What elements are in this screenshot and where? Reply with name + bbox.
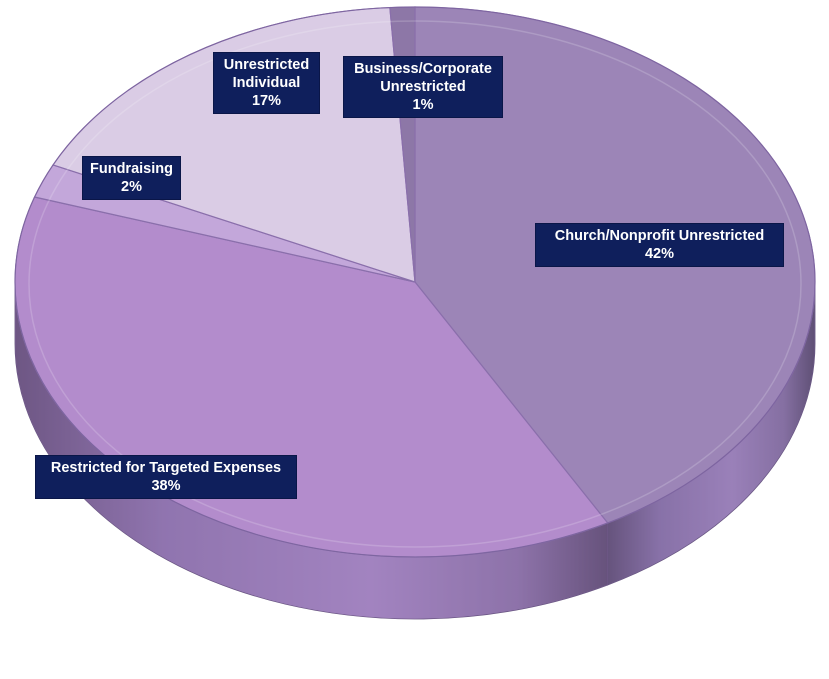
slice-label-unrestricted-individual: Unrestricted Individual 17% [213, 52, 320, 114]
slice-percent: 2% [121, 179, 142, 195]
pie-slice-edges [14, 6, 816, 558]
slice-name: Church/Nonprofit Unrestricted [554, 228, 765, 244]
slice-name: Unrestricted Individual [223, 57, 310, 91]
slice-label-fundraising: Fundraising 2% [82, 156, 181, 200]
slice-percent: 17% [251, 93, 282, 109]
slice-name: Restricted for Targeted Expenses [50, 460, 282, 476]
pie-rim-highlight [28, 20, 802, 548]
slice-name: Business/Corporate Unrestricted [354, 61, 492, 95]
slice-percent: 42% [644, 246, 675, 262]
slice-name: Fundraising [90, 161, 173, 177]
slice-label-restricted-targeted: Restricted for Targeted Expenses 38% [35, 455, 297, 499]
slice-side-tint [15, 282, 608, 619]
pie-outline [14, 6, 816, 558]
slice-percent: 1% [412, 97, 434, 113]
slice-percent: 38% [151, 478, 181, 494]
slice-side-tint [607, 282, 815, 585]
slice-label-business-corporate: Business/Corporate Unrestricted 1% [343, 56, 503, 118]
slice-label-church-nonprofit: Church/Nonprofit Unrestricted 42% [535, 223, 784, 267]
